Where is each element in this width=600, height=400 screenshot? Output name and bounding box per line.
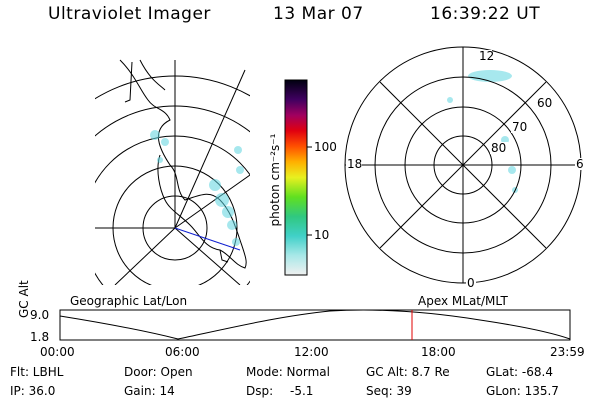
info-door: Door: Open xyxy=(124,365,193,379)
polar-ring-60: 60 xyxy=(537,96,552,110)
polar-label-18: 18 xyxy=(347,157,362,171)
info-gc-alt: GC Alt: 8.7 Re xyxy=(366,365,450,379)
polar-ring-80: 80 xyxy=(491,141,506,155)
colorbar-tick-10: 10 xyxy=(314,228,329,242)
time-tick-4: 23:59 xyxy=(550,345,585,359)
geographic-map xyxy=(95,59,250,285)
colorbar xyxy=(284,79,308,276)
time-tick-3: 18:00 xyxy=(421,345,456,359)
info-dsp-label: Dsp: xyxy=(246,384,273,398)
polar-label-12: 12 xyxy=(479,49,494,63)
spacecraft-trace xyxy=(174,227,241,251)
info-glon: GLon: 135.7 xyxy=(486,384,559,398)
date-label: 13 Mar 07 xyxy=(273,4,364,24)
polar-ring-70: 70 xyxy=(512,120,527,134)
polar-plot: 12 0 18 6 60 70 80 xyxy=(344,46,585,290)
time-tick-0: 00:00 xyxy=(40,345,75,359)
y-axis-label: GC Alt xyxy=(17,280,31,318)
orbit-plot xyxy=(59,309,571,341)
y-tick-bottom: 1.8 xyxy=(30,330,49,344)
time-tick-1: 06:00 xyxy=(165,345,200,359)
info-seq: Seq: 39 xyxy=(366,384,412,398)
apex-label: Apex MLat/MLT xyxy=(418,294,508,308)
app-title: Ultraviolet Imager xyxy=(48,4,211,24)
aurora-emission-geo xyxy=(150,130,244,246)
altitude-trace xyxy=(59,309,571,340)
info-glat: GLat: -68.4 xyxy=(486,365,553,379)
colorbar-tick-100: 100 xyxy=(314,140,337,154)
time-tick-2: 12:00 xyxy=(294,345,329,359)
info-flt: Flt: LBHL xyxy=(10,365,64,379)
info-dsp-value: -5.1 xyxy=(290,384,313,398)
y-tick-top: 9.0 xyxy=(30,308,49,322)
info-ip: IP: 36.0 xyxy=(10,384,55,398)
colorbar-unit-label: photon cm⁻²s⁻¹ xyxy=(268,133,282,226)
info-mode: Mode: Normal xyxy=(246,365,330,379)
geographic-label: Geographic Lat/Lon xyxy=(70,294,187,308)
info-gain: Gain: 14 xyxy=(124,384,175,398)
polar-label-0: 0 xyxy=(467,276,475,290)
polar-label-6: 6 xyxy=(576,157,584,171)
time-label: 16:39:22 UT xyxy=(430,4,541,24)
